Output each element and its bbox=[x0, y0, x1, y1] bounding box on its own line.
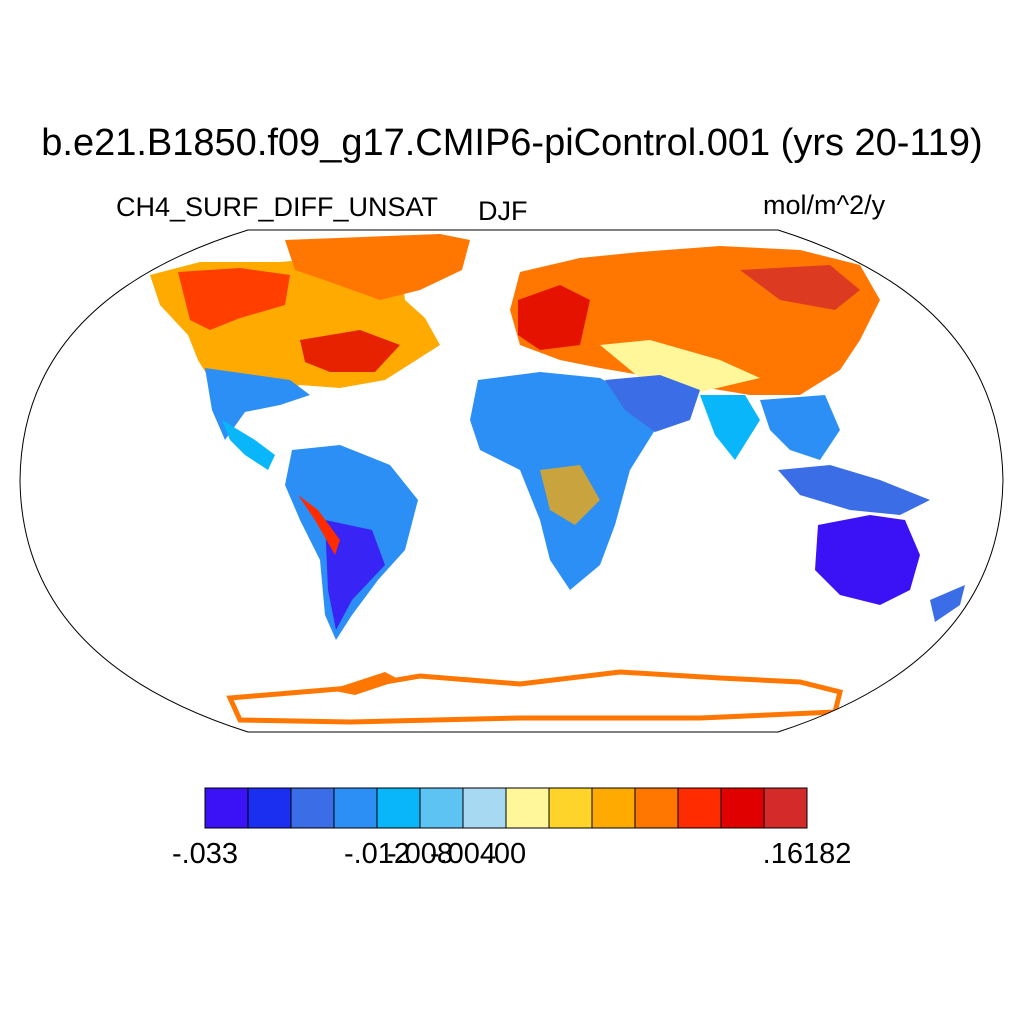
colorbar-box bbox=[290, 787, 335, 829]
colorbar-box bbox=[763, 787, 808, 829]
central-america-land bbox=[222, 420, 275, 470]
antarctic-peninsula bbox=[330, 672, 400, 695]
africa-central-red bbox=[540, 465, 600, 525]
siberia-red bbox=[740, 265, 860, 310]
variable-label: CH4_SURF_DIFF_UNSAT bbox=[116, 192, 439, 222]
andes-red bbox=[298, 495, 340, 555]
eurasia-yellow bbox=[600, 340, 760, 392]
colorbar-box bbox=[333, 787, 378, 829]
colorbar-tick-label: -.012 bbox=[343, 838, 411, 870]
colorbar-box bbox=[462, 787, 507, 829]
australia-land bbox=[815, 515, 920, 605]
southeast-asia-land bbox=[760, 395, 840, 460]
units-label: mol/m^2/y bbox=[763, 190, 886, 220]
greenland-land bbox=[285, 234, 470, 300]
colorbar-box bbox=[720, 787, 765, 829]
new-zealand-land bbox=[930, 585, 965, 622]
colorbar-box bbox=[505, 787, 550, 829]
india-land bbox=[700, 395, 760, 460]
colorbar-box bbox=[204, 787, 249, 829]
season-label: DJF bbox=[478, 196, 528, 226]
colorbar-tick-label: .00 bbox=[485, 838, 527, 870]
middle-east-land bbox=[605, 375, 700, 432]
colorbar-tick-label: -.033 bbox=[171, 838, 239, 870]
colorbar-box bbox=[548, 787, 593, 829]
colorbar-tick-label: .16182 bbox=[762, 838, 852, 870]
colorbar-box bbox=[591, 787, 636, 829]
europe-red bbox=[518, 285, 590, 350]
colorbar-box bbox=[247, 787, 292, 829]
north-america-red-east bbox=[300, 330, 400, 372]
colorbar-box bbox=[419, 787, 464, 829]
colorbar-tick-label: -.004 bbox=[429, 838, 497, 870]
colorbar-box bbox=[634, 787, 679, 829]
indonesia-land bbox=[778, 465, 930, 515]
north-america-blue bbox=[205, 368, 310, 440]
colorbar-box bbox=[677, 787, 722, 829]
colorbar-box bbox=[376, 787, 421, 829]
plot-title: b.e21.B1850.f09_g17.CMIP6-piControl.001 … bbox=[41, 122, 983, 164]
colorbar-tick-label: -.008 bbox=[386, 838, 454, 870]
north-america-red bbox=[178, 268, 290, 330]
map-border bbox=[19, 229, 1004, 733]
south-america-deep-blue bbox=[325, 520, 385, 630]
